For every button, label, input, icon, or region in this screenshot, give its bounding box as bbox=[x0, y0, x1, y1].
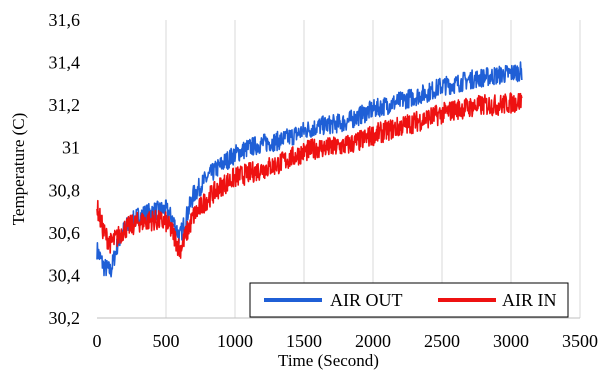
y-tick-labels: 30,2 30,4 30,6 30,8 31 31,2 31,4 31,6 bbox=[49, 10, 81, 328]
x-tick-label: 3500 bbox=[562, 331, 598, 351]
x-tick-label: 500 bbox=[153, 331, 180, 351]
y-tick-label: 30,8 bbox=[49, 180, 81, 200]
x-tick-label: 2000 bbox=[355, 331, 391, 351]
x-tick-labels: 0 500 1000 1500 2000 2500 3000 3500 bbox=[93, 331, 599, 351]
legend-label-air-in: AIR IN bbox=[502, 290, 557, 310]
y-tick-label: 31 bbox=[62, 138, 80, 158]
x-axis-title: Time (Second) bbox=[278, 351, 379, 370]
y-tick-label: 30,2 bbox=[49, 308, 81, 328]
y-tick-label: 31,4 bbox=[49, 53, 81, 73]
series-layer bbox=[96, 61, 523, 278]
series-line-air-out bbox=[96, 61, 523, 278]
y-axis-title: Temperature (C) bbox=[9, 113, 28, 226]
legend-label-air-out: AIR OUT bbox=[330, 290, 403, 310]
x-tick-label: 1500 bbox=[286, 331, 322, 351]
y-tick-label: 31,6 bbox=[49, 10, 81, 30]
legend: AIR OUT AIR IN bbox=[249, 282, 569, 318]
x-tick-label: 1000 bbox=[217, 331, 253, 351]
y-tick-label: 31,2 bbox=[49, 95, 81, 115]
x-tick-label: 3000 bbox=[493, 331, 529, 351]
y-tick-label: 30,4 bbox=[49, 265, 81, 285]
x-tick-label: 0 bbox=[93, 331, 102, 351]
y-tick-label: 30,6 bbox=[49, 223, 81, 243]
series-line-air-in bbox=[96, 92, 523, 259]
x-tick-label: 2500 bbox=[424, 331, 460, 351]
